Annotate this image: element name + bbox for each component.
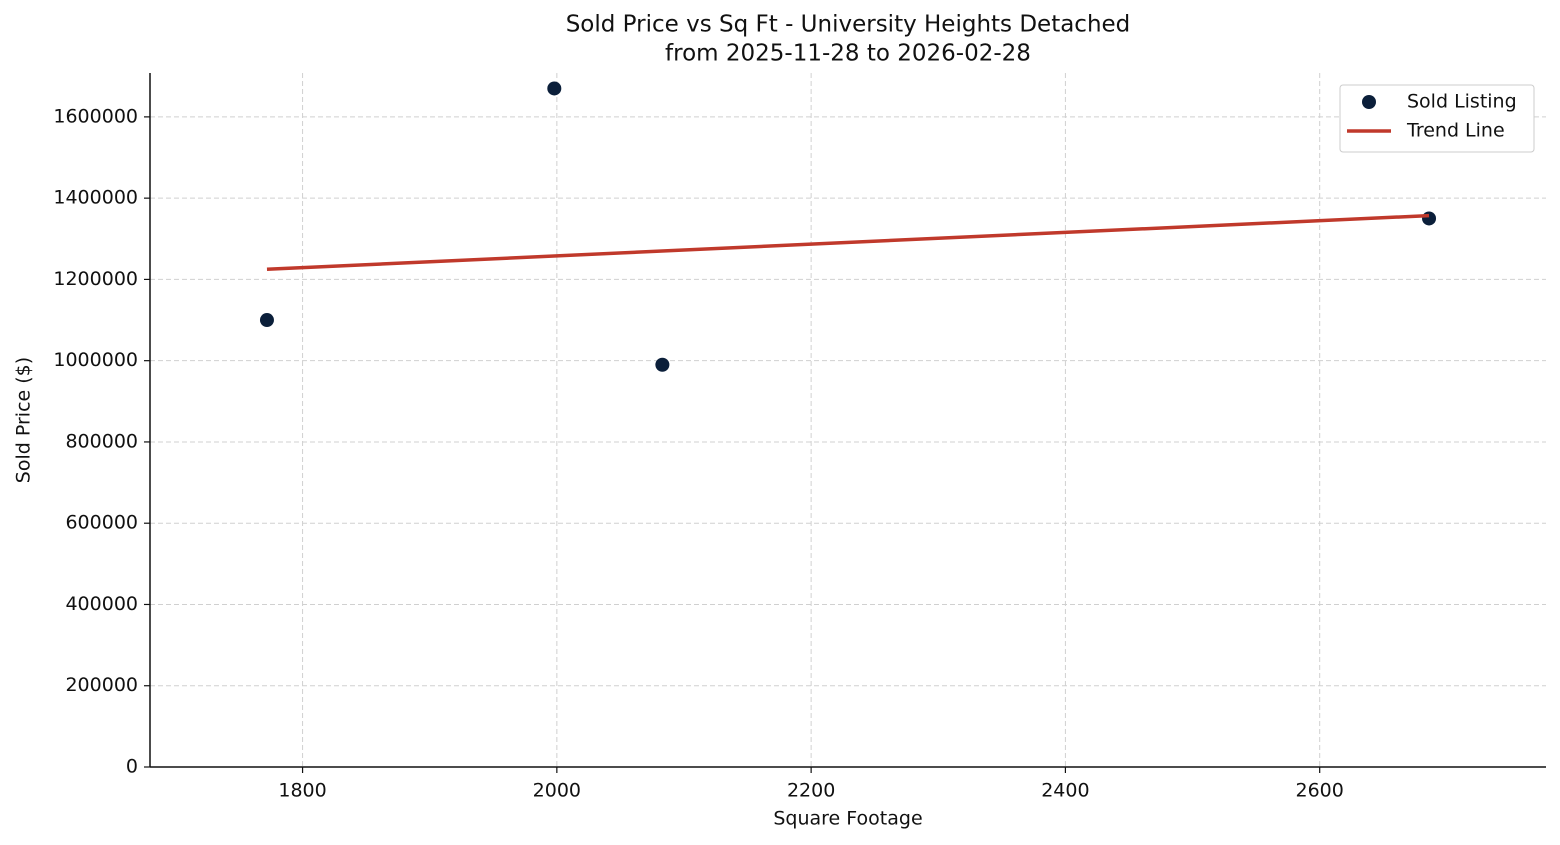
x-axis-label: Square Footage — [773, 808, 922, 830]
y-tick-label: 200000 — [65, 674, 138, 696]
legend-label: Trend Line — [1406, 120, 1505, 142]
point — [655, 357, 670, 372]
legend-label: Sold Listing — [1407, 91, 1517, 113]
y-tick-label: 1200000 — [53, 268, 138, 290]
x-tick-label: 1800 — [278, 780, 326, 802]
x-tick-label: 2000 — [533, 780, 581, 802]
trend-line — [266, 213, 1430, 272]
point — [259, 313, 274, 328]
x-tick-label: 2400 — [1041, 780, 1089, 802]
y-tick-label: 800000 — [65, 430, 138, 452]
legend: Sold Listing Trend Line — [1339, 84, 1535, 153]
point — [547, 81, 562, 96]
x-tick-label: 2600 — [1296, 780, 1344, 802]
x-tick-label: 2200 — [787, 780, 835, 802]
point — [1422, 211, 1437, 226]
y-tick-label: 1000000 — [53, 349, 138, 371]
chart-subtitle: from 2025-11-28 to 2026-02-28 — [665, 41, 1031, 67]
chart-title: Sold Price vs Sq Ft - University Heights… — [566, 12, 1131, 38]
y-axis-label: Sold Price ($) — [13, 357, 35, 483]
y-tick-label: 600000 — [65, 512, 138, 534]
y-tick-label: 400000 — [65, 593, 138, 615]
y-tick-label: 1600000 — [53, 105, 138, 127]
legend-swatch — [1362, 95, 1376, 109]
grid — [150, 73, 1546, 768]
y-tick-label: 1400000 — [53, 187, 138, 209]
legend-box — [1339, 84, 1535, 153]
y-tick-label: 0 — [126, 756, 138, 778]
